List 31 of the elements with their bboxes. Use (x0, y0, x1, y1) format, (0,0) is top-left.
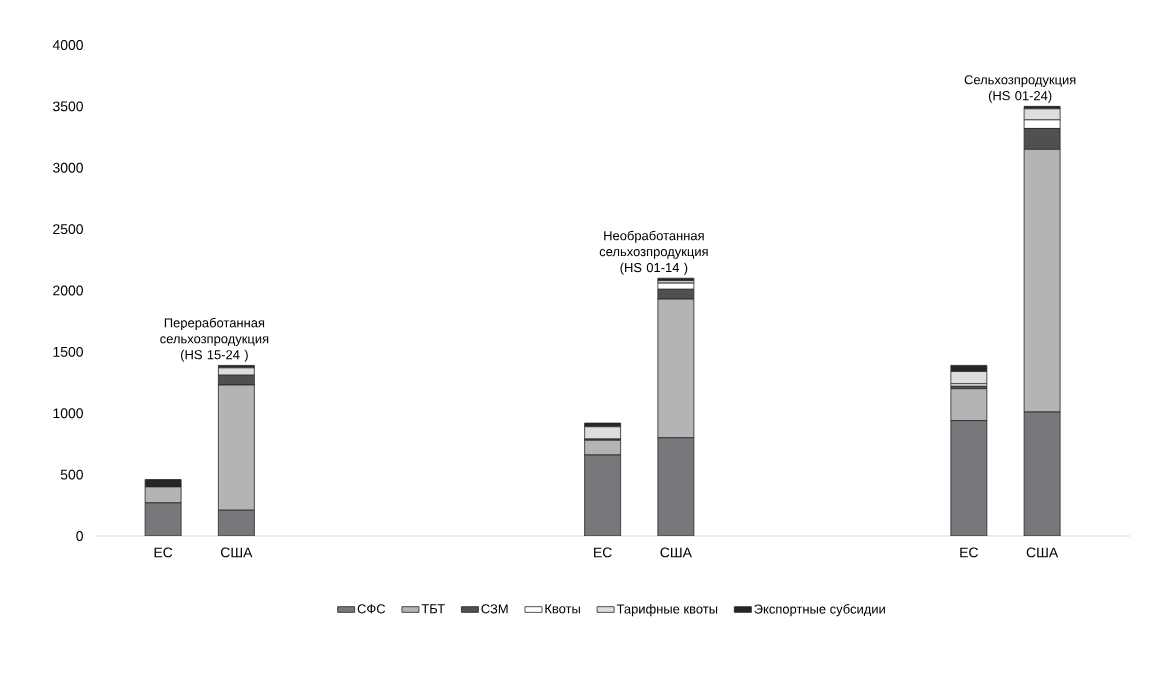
legend-label: Тарифные квоты (616, 604, 718, 617)
bar (1023, 411, 1061, 536)
x-tick-label: США (660, 547, 692, 558)
x-tick-label: США (1026, 547, 1059, 558)
bar (584, 454, 622, 536)
legend-label: ТБТ (421, 604, 445, 614)
y-tick-label: 1500 (53, 346, 83, 357)
y-tick-label: 3000 (53, 162, 83, 173)
bar (217, 509, 255, 536)
annotation: Переработанная сельхозпродукция (HS 15-24 ) (160, 317, 269, 362)
y-tick-label: 2500 (53, 224, 83, 235)
annotation: Необработанная сельхозпродукция (HS 01-14 ) (599, 230, 708, 275)
y-tick-label: 500 (60, 469, 83, 480)
legend-label: Экспортные субсидии (754, 604, 885, 617)
bar (584, 426, 622, 440)
x-tick-label: США (221, 547, 253, 558)
legend-label: СФС (357, 604, 386, 614)
y-tick-label: 3500 (53, 101, 83, 112)
y-tick-label: 4000 (52, 40, 83, 50)
x-tick-label: ЕС (154, 547, 173, 558)
legend-label: Квоты (545, 604, 580, 614)
y-tick-label: 1000 (53, 408, 83, 419)
x-tick-label: ЕС (594, 547, 612, 558)
legend-label: СЗМ (481, 604, 508, 614)
y-tick-label: 2000 (53, 285, 83, 296)
bar (950, 420, 988, 536)
annotation: Сельхозпродукция (HS 01-24) (964, 75, 1076, 103)
bar (657, 437, 695, 536)
x-tick-label: ЕС (960, 547, 979, 558)
bar (584, 439, 622, 456)
y-tick-label: 0 (76, 531, 83, 541)
